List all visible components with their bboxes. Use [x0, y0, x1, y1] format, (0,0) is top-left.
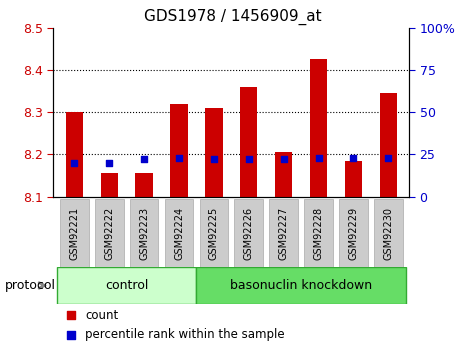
Bar	[170, 104, 188, 197]
Bar	[130, 199, 159, 267]
Text: control: control	[105, 279, 148, 292]
Bar	[310, 59, 327, 197]
Bar	[234, 199, 263, 267]
Text: GSM92230: GSM92230	[383, 207, 393, 260]
Bar	[374, 199, 403, 267]
Bar	[165, 199, 193, 267]
Bar	[100, 174, 118, 197]
Bar	[379, 93, 397, 197]
Text: GSM92222: GSM92222	[104, 207, 114, 260]
Point	[210, 157, 218, 162]
Text: GSM92227: GSM92227	[279, 207, 289, 260]
Text: percentile rank within the sample: percentile rank within the sample	[86, 328, 285, 341]
Bar	[135, 174, 153, 197]
Point	[71, 160, 78, 166]
Bar	[275, 152, 292, 197]
Point	[385, 155, 392, 160]
Point	[175, 155, 183, 160]
Bar	[240, 87, 258, 197]
Text: GSM92228: GSM92228	[313, 207, 324, 260]
Text: GSM92226: GSM92226	[244, 207, 254, 260]
Text: count: count	[86, 309, 119, 322]
Bar	[66, 112, 83, 197]
Bar	[95, 199, 124, 267]
Point	[245, 157, 252, 162]
Bar	[60, 199, 89, 267]
Text: GSM92223: GSM92223	[139, 207, 149, 260]
Point	[315, 155, 322, 160]
Text: GSM92224: GSM92224	[174, 207, 184, 260]
Point	[140, 157, 148, 162]
Bar	[269, 199, 298, 267]
Bar	[304, 199, 333, 267]
Bar	[199, 199, 228, 267]
Point	[280, 157, 287, 162]
Text: basonuclin knockdown: basonuclin knockdown	[230, 279, 372, 292]
Bar	[345, 161, 362, 197]
Text: GDS1978 / 1456909_at: GDS1978 / 1456909_at	[144, 9, 321, 25]
Bar	[205, 108, 223, 197]
Bar	[339, 199, 368, 267]
Text: GSM92225: GSM92225	[209, 207, 219, 260]
Text: GSM92221: GSM92221	[69, 207, 80, 260]
Text: GSM92229: GSM92229	[348, 207, 359, 260]
Point	[350, 155, 357, 160]
Bar	[196, 267, 405, 304]
Text: protocol: protocol	[5, 279, 56, 292]
Point	[67, 313, 75, 318]
Point	[106, 160, 113, 166]
Bar	[57, 267, 196, 304]
Point	[67, 332, 75, 337]
